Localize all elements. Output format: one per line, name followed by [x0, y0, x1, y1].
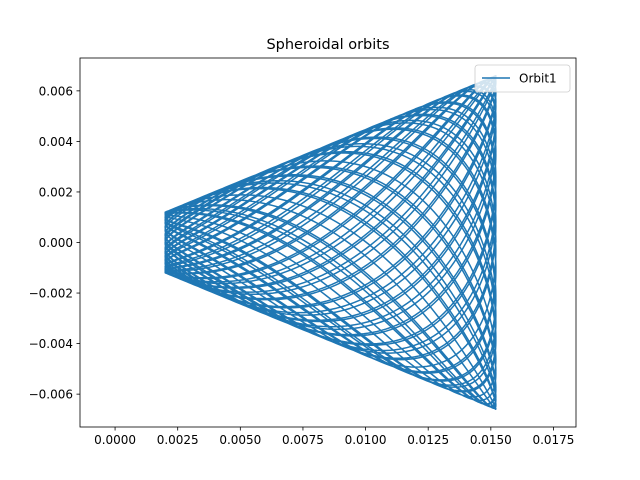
- axes-frame: [79, 57, 577, 428]
- x-axis: 0.0000 0.0025 0.0050 0.0075 0.0100 0.0125 0.01…: [94, 427, 574, 447]
- y-tick-label-0: −0.006: [29, 388, 73, 402]
- y-tick-label-3: 0.000: [39, 236, 73, 250]
- x-tick-label-3: 0.0075: [282, 433, 324, 447]
- x-tick-label-5: 0.0125: [407, 433, 449, 447]
- y-tick-label-1: −0.004: [29, 337, 73, 351]
- x-tick-label-7: 0.0175: [532, 433, 574, 447]
- chart-title: Spheroidal orbits: [266, 37, 389, 53]
- x-tick-label-4: 0.0100: [345, 433, 387, 447]
- y-tick-label-5: 0.004: [39, 135, 73, 149]
- x-tick-label-0: 0.0000: [94, 433, 136, 447]
- legend-box: [474, 64, 571, 93]
- y-tick-label-4: 0.002: [39, 185, 73, 199]
- x-tick-label-1: 0.0025: [157, 433, 199, 447]
- x-tick-label-2: 0.0050: [219, 433, 261, 447]
- legend-label-orbit1: Orbit1: [519, 72, 557, 86]
- y-tick-label-6: 0.006: [39, 84, 73, 98]
- y-tick-label-2: −0.002: [29, 287, 73, 301]
- x-tick-label-6: 0.0150: [470, 433, 512, 447]
- legend: Orbit1: [474, 64, 571, 93]
- y-axis: −0.006 −0.004 −0.002 0.000 0.002 0.004 0.006: [29, 84, 80, 402]
